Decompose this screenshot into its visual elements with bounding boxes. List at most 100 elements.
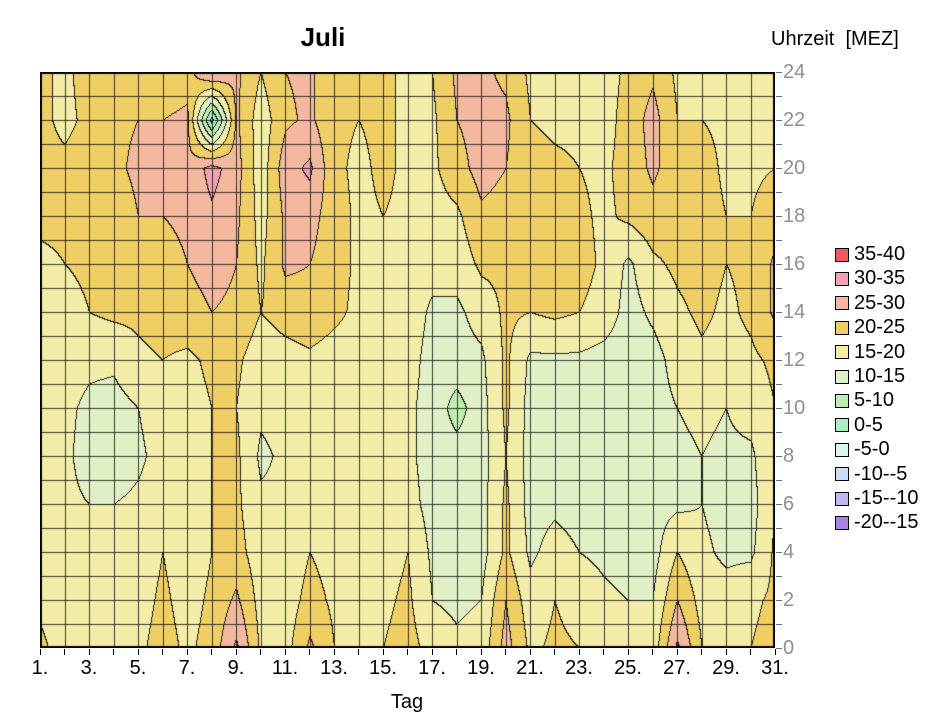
chart-title: Juli xyxy=(300,22,346,52)
y-tick xyxy=(776,647,782,649)
x-tick-label: 11. xyxy=(271,657,299,679)
y-tick xyxy=(776,263,782,265)
x-tick xyxy=(235,649,237,655)
y-tick xyxy=(776,335,782,337)
x-tick xyxy=(382,649,384,655)
y-tick xyxy=(776,575,782,577)
legend-item: -15--10 xyxy=(835,487,918,511)
legend-item: -20--15 xyxy=(835,511,918,535)
x-tick xyxy=(480,649,482,655)
legend-label: 25-30 xyxy=(854,291,906,314)
x-tick xyxy=(652,649,653,655)
legend-item: 0-5 xyxy=(835,413,883,437)
y-tick-label: 24 xyxy=(783,61,806,83)
y-tick xyxy=(776,119,782,121)
x-tick xyxy=(137,649,139,655)
legend-label: 15-20 xyxy=(854,340,906,363)
y-tick-label: 14 xyxy=(783,301,806,323)
legend-swatch xyxy=(835,515,849,530)
x-tick-label: 31. xyxy=(761,657,789,679)
x-tick-label: 1. xyxy=(31,657,49,679)
y-tick-label: 10 xyxy=(783,397,806,419)
y-tick xyxy=(776,527,782,529)
legend-label: -15--10 xyxy=(854,487,919,509)
x-tick xyxy=(407,649,408,655)
x-tick xyxy=(39,649,41,655)
x-tick xyxy=(529,649,531,655)
legend-swatch xyxy=(835,296,849,311)
x-tick-label: 23. xyxy=(565,657,593,679)
y-tick xyxy=(776,479,782,481)
x-tick-label: 9. xyxy=(227,657,245,679)
x-tick xyxy=(284,649,286,655)
y-tick-label: 16 xyxy=(783,253,806,275)
x-tick-label: 5. xyxy=(129,657,147,679)
y-tick xyxy=(776,383,782,385)
y-tick xyxy=(776,431,782,433)
x-tick xyxy=(64,649,65,655)
x-tick xyxy=(211,649,212,655)
y-tick xyxy=(776,551,782,553)
legend-item: 30-35 xyxy=(835,267,905,291)
x-tick-label: 3. xyxy=(80,657,98,679)
contour-plot-area xyxy=(40,72,775,648)
y-tick xyxy=(776,71,782,73)
y-axis-title: Uhrzeit [MEZ] xyxy=(771,28,899,50)
y-tick xyxy=(776,143,782,145)
x-tick-label: 27. xyxy=(663,657,691,679)
legend-swatch xyxy=(835,345,849,360)
x-tick xyxy=(725,649,727,655)
x-tick xyxy=(676,649,678,655)
y-tick xyxy=(776,215,782,217)
legend-label: 5-10 xyxy=(854,389,895,412)
x-tick xyxy=(88,649,90,655)
legend-swatch xyxy=(835,442,849,457)
x-tick xyxy=(578,649,580,655)
y-tick xyxy=(776,287,782,289)
y-tick-label: 0 xyxy=(783,637,795,659)
legend-swatch xyxy=(835,247,849,262)
x-tick xyxy=(774,649,776,655)
x-tick xyxy=(750,649,751,655)
x-tick-label: 7. xyxy=(178,657,196,679)
x-tick xyxy=(309,649,310,655)
legend-swatch xyxy=(835,393,849,408)
legend-swatch xyxy=(835,467,849,482)
legend-item: 5-10 xyxy=(835,389,894,413)
y-tick xyxy=(776,599,782,601)
legend-label: 35-40 xyxy=(854,243,906,265)
legend-label: -5-0 xyxy=(854,438,890,461)
y-tick-label: 4 xyxy=(783,541,795,563)
x-tick xyxy=(162,649,163,655)
legend-item: 10-15 xyxy=(835,365,905,389)
legend-swatch xyxy=(835,491,849,506)
y-tick xyxy=(776,239,782,241)
x-tick-label: 29. xyxy=(712,657,740,679)
x-tick xyxy=(603,649,604,655)
x-tick xyxy=(358,649,359,655)
x-tick xyxy=(333,649,335,655)
x-tick xyxy=(505,649,506,655)
y-tick xyxy=(776,167,782,169)
legend-label: 20-25 xyxy=(854,316,906,339)
legend-item: -5-0 xyxy=(835,438,890,462)
x-axis-title: Tag xyxy=(390,691,424,713)
x-tick xyxy=(456,649,457,655)
x-tick xyxy=(627,649,629,655)
x-tick xyxy=(431,649,433,655)
legend-label: 30-35 xyxy=(854,267,906,290)
x-tick-label: 25. xyxy=(614,657,642,679)
y-tick xyxy=(776,503,782,505)
x-tick-label: 13. xyxy=(320,657,348,679)
y-tick xyxy=(776,359,782,361)
y-tick xyxy=(776,407,782,409)
legend-label: -20--15 xyxy=(854,511,919,534)
y-tick xyxy=(776,623,782,625)
legend-swatch xyxy=(835,369,849,384)
y-tick xyxy=(776,455,782,457)
y-tick-label: 8 xyxy=(783,445,795,467)
y-tick-label: 18 xyxy=(783,205,806,227)
legend-swatch xyxy=(835,418,849,433)
y-tick xyxy=(776,191,782,193)
